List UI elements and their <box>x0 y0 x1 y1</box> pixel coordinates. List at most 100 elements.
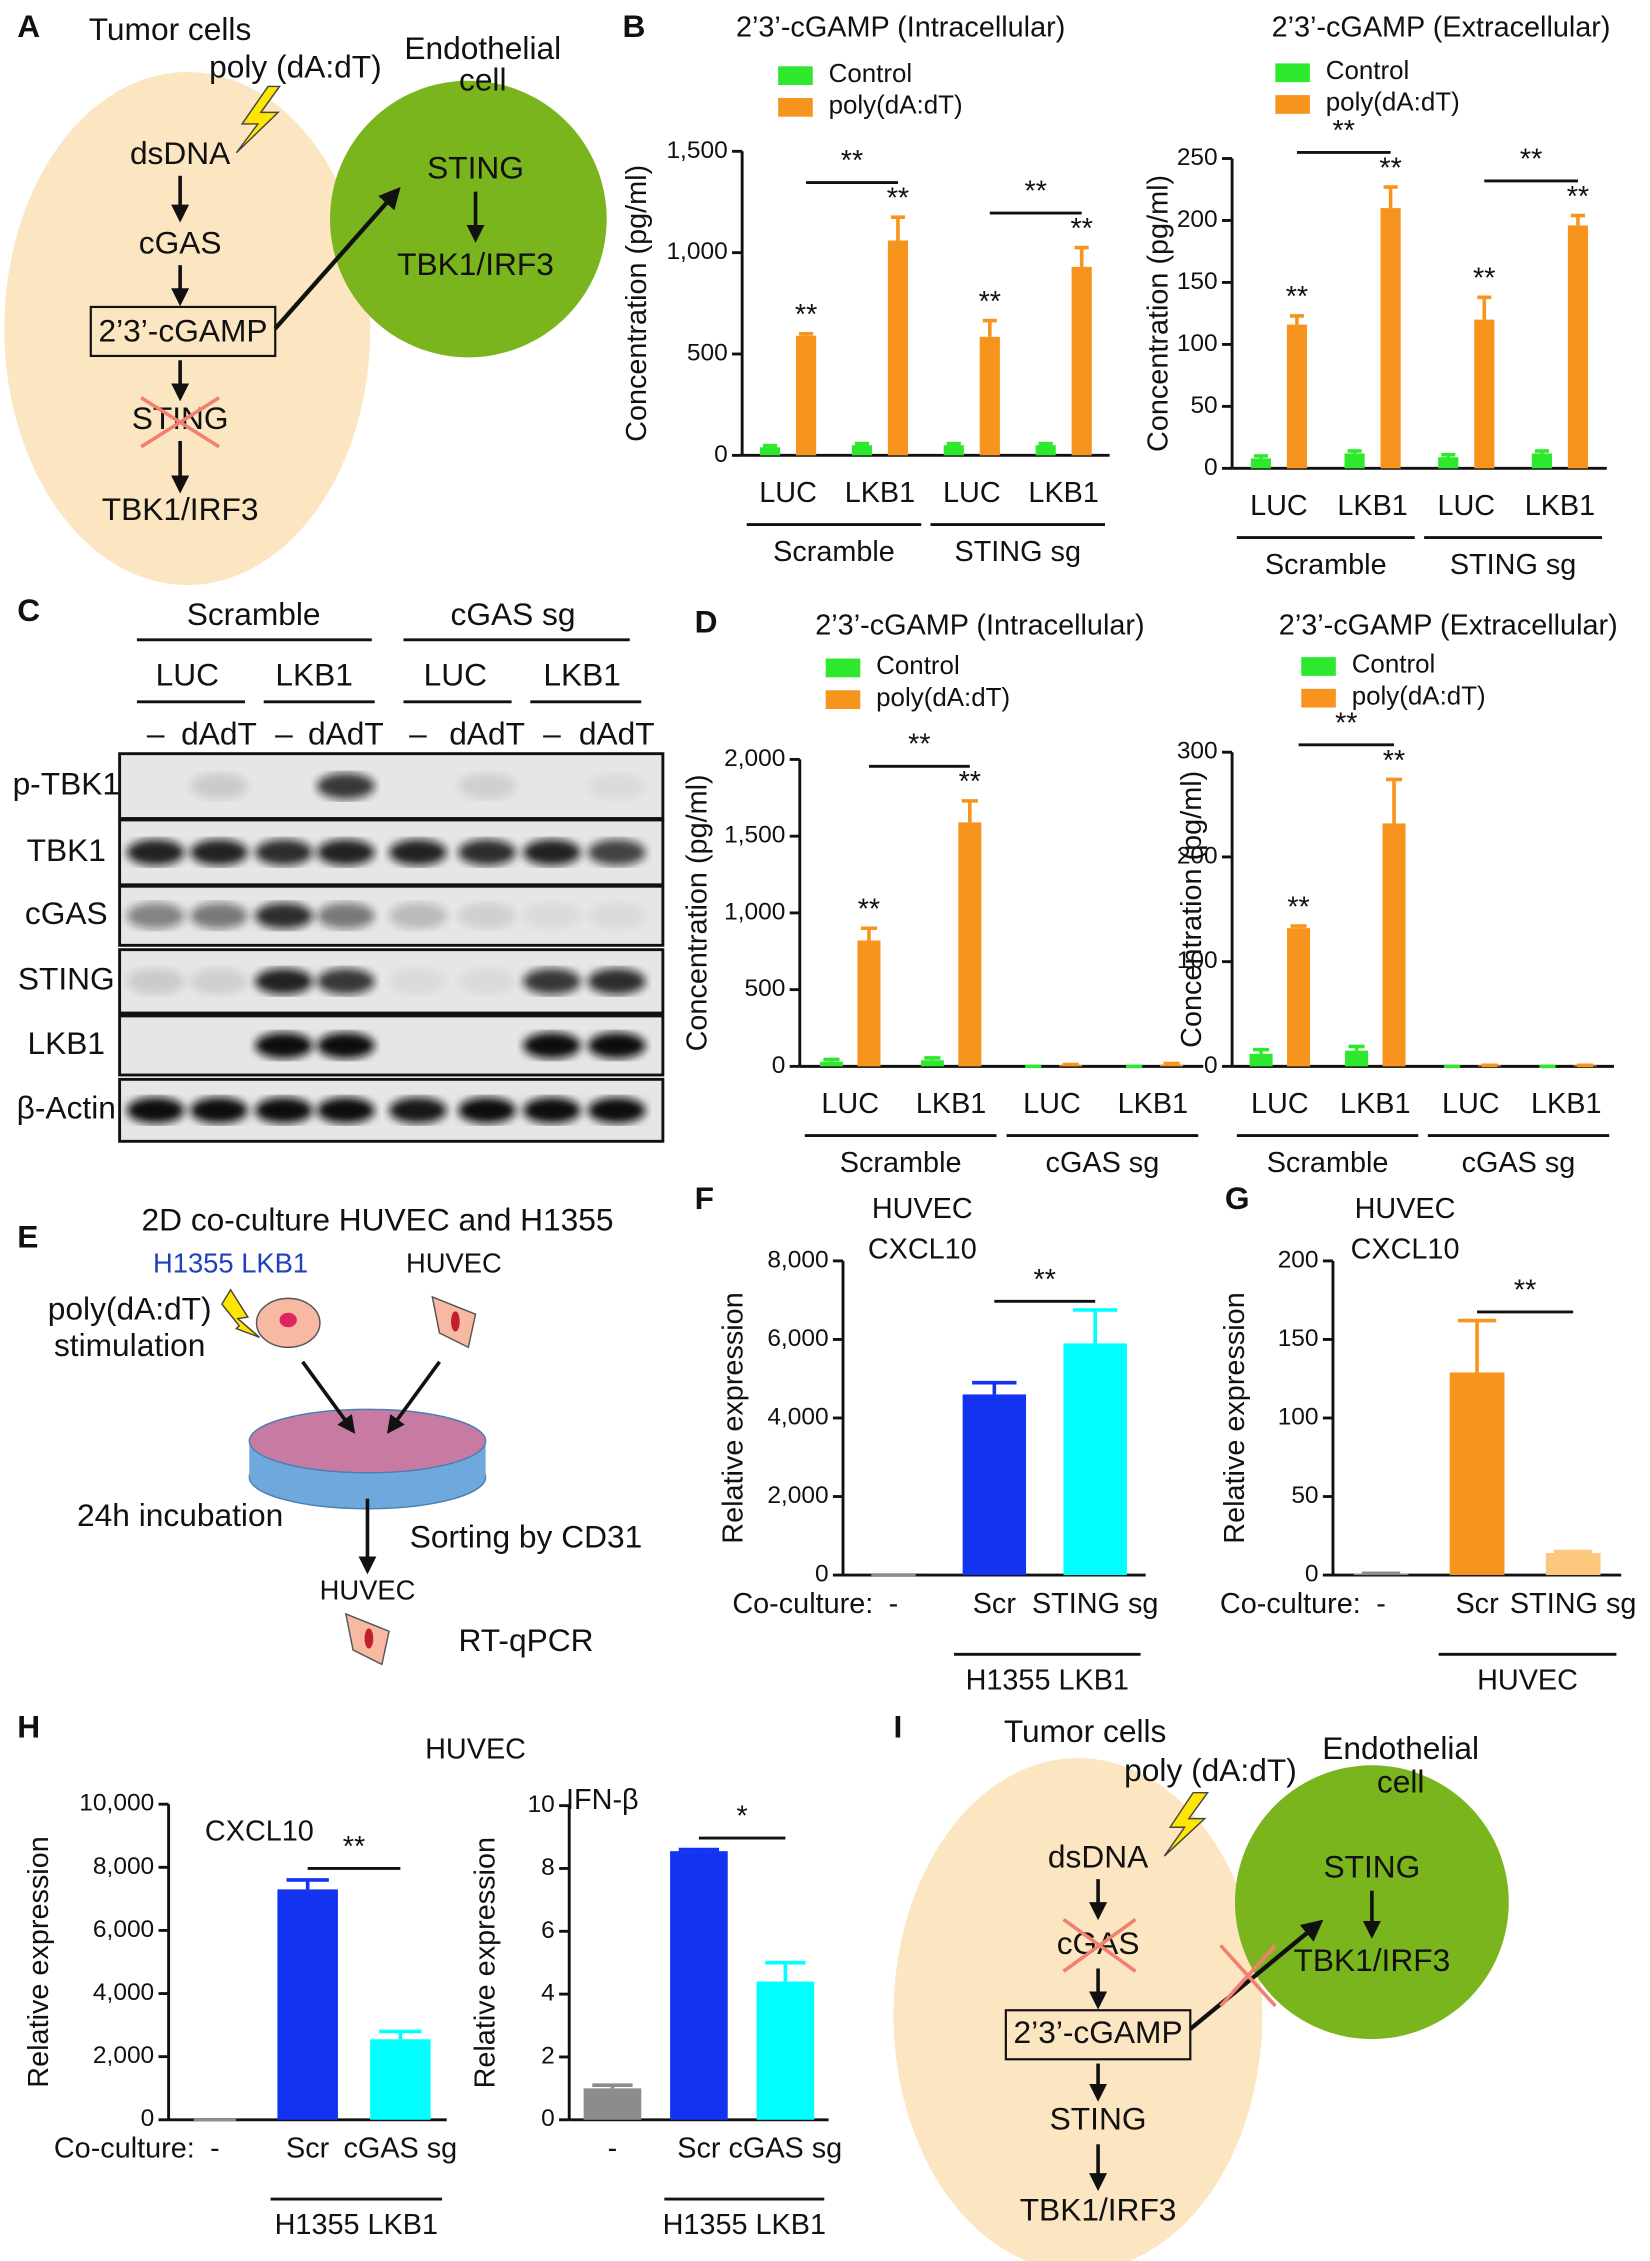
error-bar <box>286 1878 329 1890</box>
block-mark <box>1062 1918 1137 1973</box>
bar <box>819 1061 844 1067</box>
x-tick-label: LUC <box>943 477 1001 509</box>
significance: ** <box>959 766 981 798</box>
legend-label: poly(dA:dT) <box>1352 682 1486 710</box>
group-label: cGAS sg <box>1046 1147 1160 1179</box>
legend-label: Control <box>876 652 960 680</box>
tumor-label: Tumor cells <box>89 11 252 47</box>
block-mark <box>140 396 221 449</box>
chart: IFN-β Relative expression 0 2 4 6 8 10 - Scr cGAS … <box>470 1784 843 2241</box>
x-tick-label: LUC <box>759 477 817 509</box>
significance: ** <box>908 729 930 761</box>
bar <box>1287 928 1311 1067</box>
band <box>523 1097 581 1124</box>
significance: ** <box>795 299 817 331</box>
y-tick-label: 1,500 <box>666 137 727 164</box>
stimulus: poly (dA:dT) <box>1124 1752 1297 1788</box>
error-bar <box>1062 1062 1079 1067</box>
group-label: Scramble <box>840 1147 962 1179</box>
band <box>317 773 375 800</box>
node-box <box>1004 2009 1192 2061</box>
panel-label: B <box>623 8 646 44</box>
y-tick-label: 8,000 <box>93 1853 154 1880</box>
error-bar <box>1457 1318 1497 1373</box>
y-tick-label: 100 <box>1177 947 1218 974</box>
bar <box>1474 319 1495 469</box>
band <box>126 839 185 866</box>
group-label: STING sg <box>1450 549 1576 581</box>
legend-label: poly(dA:dT) <box>829 91 963 119</box>
incubation: 24h incubation <box>77 1497 283 1533</box>
band <box>190 773 248 800</box>
band <box>587 839 646 866</box>
error-bar <box>799 331 814 336</box>
bar <box>1345 1050 1369 1067</box>
y-axis-label: Concentration (pg/ml) <box>682 774 714 1051</box>
band <box>389 902 447 929</box>
error-bar <box>592 2083 633 2089</box>
bar <box>1035 445 1056 456</box>
significance: ** <box>1286 281 1308 313</box>
y-axis-label: Concentration (pg/ml) <box>1143 175 1175 452</box>
bar <box>1449 1372 1505 1576</box>
chart: B 2’3’-cGAMP (Intracellular) Concentration… <box>621 8 1110 568</box>
recipient: HUVEC <box>406 1247 502 1278</box>
error-bar <box>1289 314 1305 325</box>
group-label: cGAS sg <box>1462 1147 1576 1179</box>
x-tick-label: LUC <box>1251 1088 1309 1120</box>
y-tick-label: 150 <box>1278 1325 1319 1352</box>
y-tick-label: 10 <box>528 1791 555 1818</box>
error-bar <box>1253 454 1268 459</box>
band <box>255 902 313 929</box>
lane-label: dAdT <box>181 716 257 752</box>
group-label: STING sg <box>954 536 1080 568</box>
lightning <box>235 85 281 154</box>
bar <box>851 445 873 456</box>
bar <box>370 2039 431 2120</box>
node: 2’3’-cGAMP <box>1014 2014 1183 2050</box>
legend-label: poly(dA:dT) <box>876 684 1010 712</box>
lightning <box>221 1288 260 1338</box>
significance: ** <box>1034 1264 1056 1296</box>
bar <box>1545 1553 1601 1576</box>
row-label: cGAS <box>25 895 108 931</box>
error-bar <box>765 1960 806 1982</box>
lane-label: dAdT <box>308 716 384 752</box>
row-label: STING <box>18 961 115 997</box>
chart: 2’3’-cGAMP (Extracellular) Concentration … <box>1143 11 1611 581</box>
band <box>587 968 646 995</box>
band <box>458 1097 516 1124</box>
band <box>587 1097 646 1124</box>
error-bar <box>1290 924 1307 929</box>
y-tick-label: 0 <box>1305 1561 1319 1588</box>
significance: * <box>737 1801 748 1833</box>
endothelial-cell <box>330 80 607 358</box>
y-tick-label: 500 <box>687 339 728 366</box>
node: TBK1/IRF3 <box>397 246 554 282</box>
node: TBK1/IRF3 <box>1020 2191 1177 2227</box>
band <box>587 773 646 800</box>
error-bar <box>1073 1308 1118 1344</box>
y-tick-label: 6,000 <box>93 1916 154 1943</box>
y-tick-label: 200 <box>1177 206 1218 233</box>
node: STING <box>132 400 229 436</box>
x-axis-label: Co-culture: <box>54 2133 195 2165</box>
error-bar <box>1163 1061 1180 1066</box>
band <box>587 1032 646 1059</box>
node: dsDNA <box>1048 1838 1149 1874</box>
group-label: Scramble <box>773 536 895 568</box>
band <box>255 1032 313 1059</box>
chart-subtitle: CXCL10 <box>868 1233 977 1265</box>
error-bar <box>1383 185 1398 209</box>
chart-title: 2’3’-cGAMP (Extracellular) <box>1279 609 1618 641</box>
band <box>523 902 581 929</box>
bar <box>1531 453 1553 469</box>
x-tick-label: LKB1 <box>1028 477 1098 509</box>
node: TBK1/IRF3 <box>102 491 259 527</box>
y-tick-label: 2,000 <box>767 1482 828 1509</box>
x-tick-label: - <box>210 2133 220 2165</box>
error-bar <box>762 443 778 448</box>
legend-label: Control <box>829 60 913 88</box>
band <box>458 839 516 866</box>
